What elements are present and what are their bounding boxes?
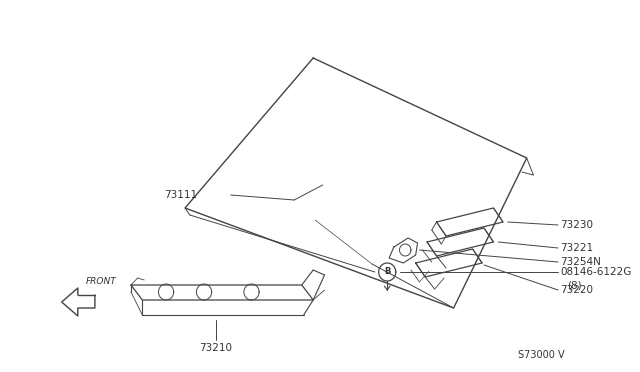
Text: FRONT: FRONT	[85, 278, 116, 286]
Text: 73220: 73220	[560, 285, 593, 295]
Text: 08146-6122G: 08146-6122G	[560, 267, 631, 277]
Text: S73000 V: S73000 V	[518, 350, 564, 360]
Text: 73111: 73111	[164, 190, 197, 200]
Text: B: B	[384, 267, 390, 276]
Text: (8): (8)	[568, 280, 582, 290]
Text: 73230: 73230	[560, 220, 593, 230]
Text: 73221: 73221	[560, 243, 593, 253]
Text: 73210: 73210	[199, 343, 232, 353]
Text: 73254N: 73254N	[560, 257, 601, 267]
